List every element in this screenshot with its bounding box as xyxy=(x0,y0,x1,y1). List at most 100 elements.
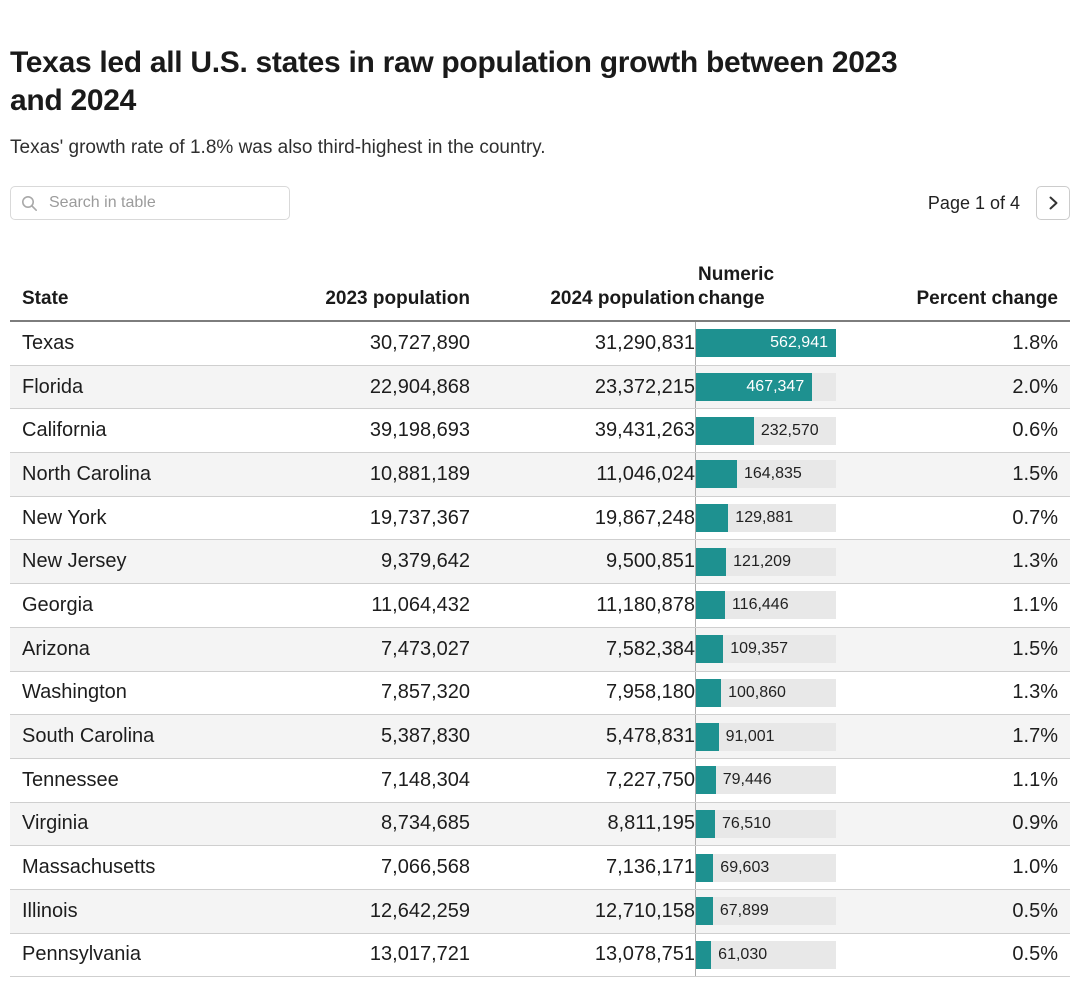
bar-value-label: 467,347 xyxy=(746,378,805,396)
bar-value-label: 164,835 xyxy=(743,465,802,483)
bar-fill xyxy=(696,809,716,838)
cell-state: Georgia xyxy=(22,593,94,616)
cell-2024-population: 23,372,215 xyxy=(594,375,695,398)
cell-2023-population: 10,881,189 xyxy=(369,462,470,485)
cell-percent-change: 2.0% xyxy=(1012,375,1058,398)
cell-2023-population: 5,387,830 xyxy=(381,725,470,748)
cell-state: California xyxy=(22,419,107,442)
bar-fill xyxy=(696,722,719,751)
bar-fill xyxy=(696,940,712,969)
cell-percent-change: 1.0% xyxy=(1012,856,1058,879)
bar-track: 232,570 xyxy=(696,416,836,445)
table-row: Florida 22,904,868 23,372,215 467,347 2.… xyxy=(10,365,1070,410)
cell-2024-population: 11,180,878 xyxy=(596,593,695,616)
cell-2024-population: 13,078,751 xyxy=(594,943,695,966)
cell-percent-change: 1.5% xyxy=(1012,462,1058,485)
bar-track: 91,001 xyxy=(696,722,836,751)
bar-value-label: 121,209 xyxy=(733,552,791,570)
table-row: Texas 30,727,890 31,290,831 562,941 1.8% xyxy=(10,322,1070,366)
cell-2023-population: 9,379,642 xyxy=(381,550,470,573)
bar-value-label: 79,446 xyxy=(722,771,772,789)
bar-fill xyxy=(696,329,836,358)
cell-percent-change: 1.3% xyxy=(1012,681,1058,704)
bar-track: 129,881 xyxy=(696,504,836,533)
column-header-percent-change[interactable]: Percent change xyxy=(916,288,1059,309)
cell-2023-population: 8,734,685 xyxy=(381,812,470,835)
cell-2024-population: 7,136,171 xyxy=(606,856,695,879)
bar-value-label: 67,899 xyxy=(719,902,769,920)
bar-fill xyxy=(696,460,737,489)
cell-percent-change: 1.1% xyxy=(1012,593,1058,616)
bar-track: 121,209 xyxy=(696,547,836,576)
bar-track: 100,860 xyxy=(696,678,836,707)
search-input[interactable] xyxy=(47,193,279,213)
column-header-numeric-change[interactable]: Numeric change xyxy=(698,264,775,309)
bar-value-label: 129,881 xyxy=(735,509,794,527)
bar-fill xyxy=(696,678,722,707)
chevron-right-icon xyxy=(1049,196,1057,210)
cell-percent-change: 0.6% xyxy=(1012,419,1058,442)
cell-2023-population: 13,017,721 xyxy=(369,943,470,966)
cell-2024-population: 7,227,750 xyxy=(606,768,695,791)
bar-track: 467,347 xyxy=(696,373,836,402)
column-header-state[interactable]: State xyxy=(22,288,69,309)
cell-state: Pennsylvania xyxy=(22,943,141,966)
cell-state: Florida xyxy=(22,375,84,398)
table-row: Tennessee 7,148,304 7,227,750 79,446 1.1… xyxy=(10,758,1070,803)
pagination-label: Page 1 of 4 xyxy=(927,192,1020,213)
bar-track: 116,446 xyxy=(696,591,836,620)
cell-2024-population: 5,478,831 xyxy=(606,725,695,748)
cell-2024-population: 8,811,195 xyxy=(607,812,696,835)
cell-state: South Carolina xyxy=(22,725,155,748)
table-row: Washington 7,857,320 7,958,180 100,860 1… xyxy=(10,671,1070,716)
bar-fill xyxy=(696,504,729,533)
cell-numeric-change: 79,446 xyxy=(695,758,845,802)
column-header-2024-population[interactable]: 2024 population xyxy=(550,288,695,309)
bar-fill xyxy=(696,853,714,882)
search-icon xyxy=(22,195,37,211)
page-subtitle: Texas' growth rate of 1.8% was also thir… xyxy=(10,137,546,158)
cell-numeric-change: 109,357 xyxy=(695,627,845,671)
cell-state: Virginia xyxy=(22,812,89,835)
table-row: New York 19,737,367 19,867,248 129,881 0… xyxy=(10,496,1070,541)
cell-2023-population: 19,737,367 xyxy=(369,506,470,529)
cell-state: Illinois xyxy=(22,899,78,922)
data-table: State 2023 population 2024 population Nu… xyxy=(10,256,1070,978)
cell-numeric-change: 116,446 xyxy=(695,584,845,627)
cell-numeric-change: 91,001 xyxy=(695,715,845,758)
cell-numeric-change: 61,030 xyxy=(695,933,845,977)
bar-track: 562,941 xyxy=(696,329,836,358)
bar-track: 61,030 xyxy=(696,940,836,969)
bar-track: 109,357 xyxy=(696,635,836,664)
bar-value-label: 109,357 xyxy=(730,640,789,658)
cell-state: Washington xyxy=(22,681,127,704)
next-page-button[interactable] xyxy=(1036,186,1070,220)
cell-percent-change: 0.5% xyxy=(1012,899,1058,922)
cell-numeric-change: 69,603 xyxy=(695,846,845,889)
bar-track: 79,446 xyxy=(696,766,836,795)
bar-fill xyxy=(696,373,813,402)
cell-percent-change: 1.5% xyxy=(1012,637,1058,660)
table-body: Texas 30,727,890 31,290,831 562,941 1.8%… xyxy=(10,322,1070,978)
bar-track: 76,510 xyxy=(696,809,836,838)
cell-numeric-change: 129,881 xyxy=(695,496,845,540)
bar-fill xyxy=(696,591,725,620)
column-header-2023-population[interactable]: 2023 population xyxy=(325,288,470,309)
bar-fill xyxy=(696,766,716,795)
cell-percent-change: 1.7% xyxy=(1012,725,1058,748)
bar-value-label: 100,860 xyxy=(728,683,786,701)
search-box[interactable] xyxy=(10,186,290,220)
cell-2023-population: 39,198,693 xyxy=(369,419,470,442)
cell-2023-population: 7,857,320 xyxy=(381,681,470,704)
bar-fill xyxy=(696,547,727,576)
cell-percent-change: 0.9% xyxy=(1012,812,1058,835)
cell-numeric-change: 232,570 xyxy=(695,409,845,453)
cell-state: North Carolina xyxy=(22,462,151,485)
bar-value-label: 232,570 xyxy=(760,421,819,439)
table-row: Virginia 8,734,685 8,811,195 76,510 0.9% xyxy=(10,802,1070,847)
cell-percent-change: 0.5% xyxy=(1012,943,1058,966)
table-row: South Carolina 5,387,830 5,478,831 91,00… xyxy=(10,715,1070,759)
bar-fill xyxy=(696,635,724,664)
bar-track: 164,835 xyxy=(696,460,836,489)
table-row: Massachusetts 7,066,568 7,136,171 69,603… xyxy=(10,846,1070,890)
